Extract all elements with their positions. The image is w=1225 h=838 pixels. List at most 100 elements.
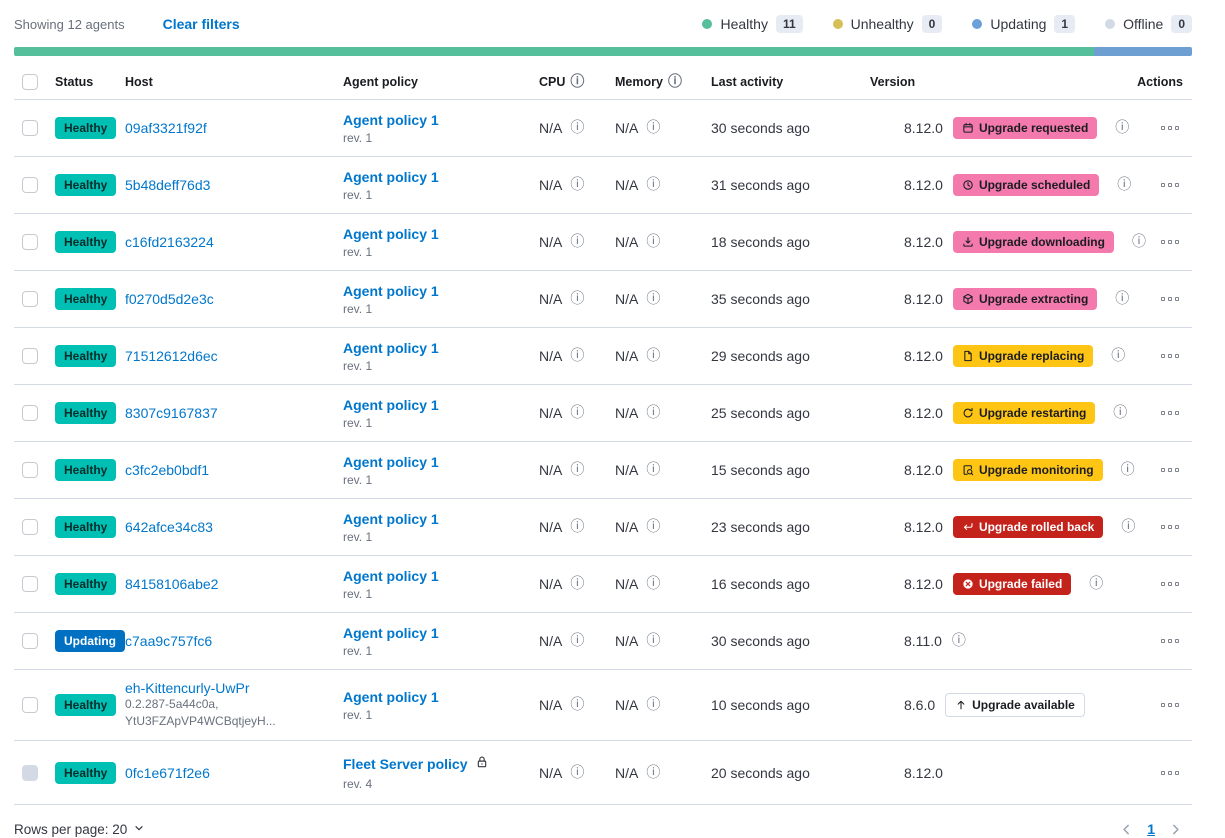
host-link[interactable]: 09af3321f92f	[125, 120, 207, 136]
row-actions-button[interactable]	[1157, 578, 1183, 590]
info-icon[interactable]: ⓘ	[646, 120, 661, 136]
info-icon[interactable]: ⓘ	[667, 73, 682, 90]
row-actions-button[interactable]	[1157, 350, 1183, 362]
info-icon[interactable]: ⓘ	[646, 348, 661, 364]
select-all-checkbox[interactable]	[22, 73, 38, 90]
row-actions-button[interactable]	[1157, 521, 1183, 533]
info-icon[interactable]: ⓘ	[1131, 234, 1146, 250]
info-icon[interactable]: ⓘ	[570, 177, 585, 193]
memory-value: N/A	[615, 177, 639, 193]
host-link[interactable]: f0270d5d2e3c	[125, 291, 214, 307]
host-link[interactable]: c16fd2163224	[125, 234, 214, 250]
agent-policy-link[interactable]: Agent policy 1	[343, 282, 439, 299]
info-icon[interactable]: ⓘ	[570, 234, 585, 250]
host-link[interactable]: 8307c9167837	[125, 405, 218, 421]
info-icon[interactable]: ⓘ	[570, 405, 585, 421]
info-icon[interactable]: ⓘ	[570, 291, 585, 307]
info-icon[interactable]: ⓘ	[646, 177, 661, 193]
host-link[interactable]: 642afce34c83	[125, 519, 213, 535]
host-link[interactable]: c3fc2eb0bdf1	[125, 462, 210, 478]
row-checkbox[interactable]	[22, 348, 38, 364]
table-row: Healthy 5b48deff76d3 Agent policy 1 rev.…	[14, 157, 1192, 214]
info-icon[interactable]: ⓘ	[1115, 291, 1130, 307]
agent-policy-link[interactable]: Agent policy 1	[343, 339, 439, 356]
memory-value: N/A	[615, 697, 639, 713]
info-icon[interactable]: ⓘ	[646, 576, 661, 592]
info-icon[interactable]: ⓘ	[1121, 519, 1136, 535]
info-icon[interactable]: ⓘ	[570, 576, 585, 592]
row-checkbox[interactable]	[22, 291, 38, 307]
row-actions-button[interactable]	[1157, 767, 1183, 779]
row-checkbox[interactable]	[22, 697, 38, 713]
agent-policy-link[interactable]: Agent policy 1	[343, 168, 439, 185]
agent-policy-link[interactable]: Agent policy 1	[343, 624, 439, 641]
host-link[interactable]: 0fc1e671f2e6	[125, 764, 210, 781]
host-link[interactable]: eh-Kittencurly-UwPr	[125, 680, 250, 696]
info-icon[interactable]: ⓘ	[646, 519, 661, 535]
chevron-right-icon[interactable]	[1169, 823, 1182, 836]
row-actions-button[interactable]	[1157, 122, 1183, 134]
info-icon[interactable]: ⓘ	[570, 462, 585, 478]
agent-policy-link[interactable]: Agent policy 1	[343, 510, 439, 527]
row-checkbox[interactable]	[22, 519, 38, 535]
chevron-left-icon[interactable]	[1120, 823, 1133, 836]
clear-filters-link[interactable]: Clear filters	[162, 16, 240, 32]
info-icon[interactable]: ⓘ	[1115, 120, 1130, 136]
cpu-value: N/A	[539, 234, 563, 250]
row-actions-button[interactable]	[1157, 635, 1183, 647]
host-link[interactable]: 5b48deff76d3	[125, 177, 211, 193]
row-actions-button[interactable]	[1157, 464, 1183, 476]
row-checkbox[interactable]	[22, 120, 38, 136]
info-icon[interactable]: ⓘ	[570, 764, 585, 781]
row-checkbox[interactable]	[22, 633, 38, 649]
row-actions-button[interactable]	[1157, 179, 1183, 191]
info-icon[interactable]: ⓘ	[646, 291, 661, 307]
info-icon[interactable]: ⓘ	[570, 519, 585, 535]
legend-updating: Updating 1	[972, 15, 1076, 33]
page-number-1[interactable]: 1	[1147, 821, 1155, 837]
info-icon[interactable]: ⓘ	[570, 348, 585, 364]
version-value: 8.12.0	[904, 519, 943, 535]
refresh-icon	[962, 407, 974, 419]
row-actions-button[interactable]	[1157, 236, 1183, 248]
info-icon[interactable]: ⓘ	[570, 633, 585, 649]
info-icon[interactable]: ⓘ	[646, 234, 661, 250]
row-checkbox[interactable]	[22, 462, 38, 478]
agent-policy-link[interactable]: Agent policy 1	[343, 225, 439, 242]
info-icon[interactable]: ⓘ	[1117, 177, 1132, 193]
policy-revision: rev. 1	[343, 472, 373, 487]
row-checkbox[interactable]	[22, 405, 38, 421]
host-link[interactable]: 84158106abe2	[125, 576, 219, 592]
info-icon[interactable]: ⓘ	[1089, 576, 1104, 592]
legend-offline: Offline 0	[1105, 15, 1192, 33]
info-icon[interactable]: ⓘ	[1113, 405, 1128, 421]
info-icon[interactable]: ⓘ	[1111, 348, 1126, 364]
host-link[interactable]: c7aa9c757fc6	[125, 633, 213, 649]
info-icon[interactable]: ⓘ	[1120, 462, 1135, 478]
row-checkbox[interactable]	[22, 234, 38, 250]
info-icon[interactable]: ⓘ	[646, 764, 661, 781]
agent-policy-link[interactable]: Agent policy 1	[343, 567, 439, 584]
version-value: 8.12.0	[904, 291, 943, 307]
row-checkbox[interactable]	[22, 576, 38, 592]
agent-policy-link[interactable]: Agent policy 1	[343, 396, 439, 413]
info-icon[interactable]: ⓘ	[570, 73, 585, 90]
agent-policy-link[interactable]: Agent policy 1	[343, 688, 439, 705]
agent-policy-link[interactable]: Agent policy 1	[343, 111, 439, 128]
row-checkbox[interactable]	[22, 177, 38, 193]
info-icon[interactable]: ⓘ	[646, 633, 661, 649]
host-link[interactable]: 71512612d6ec	[125, 348, 218, 364]
agent-policy-link[interactable]: Agent policy 1	[343, 453, 439, 470]
info-icon[interactable]: ⓘ	[570, 120, 585, 136]
info-icon[interactable]: ⓘ	[951, 633, 966, 649]
info-icon[interactable]: ⓘ	[646, 405, 661, 421]
info-icon[interactable]: ⓘ	[646, 697, 661, 713]
rows-per-page-button[interactable]: Rows per page: 20	[14, 822, 145, 837]
row-actions-button[interactable]	[1157, 293, 1183, 305]
offline-dot-icon	[1105, 19, 1116, 29]
info-icon[interactable]: ⓘ	[646, 462, 661, 478]
row-actions-button[interactable]	[1157, 407, 1183, 419]
row-actions-button[interactable]	[1157, 699, 1183, 711]
agent-policy-link[interactable]: Fleet Server policy	[343, 756, 468, 772]
info-icon[interactable]: ⓘ	[570, 697, 585, 713]
